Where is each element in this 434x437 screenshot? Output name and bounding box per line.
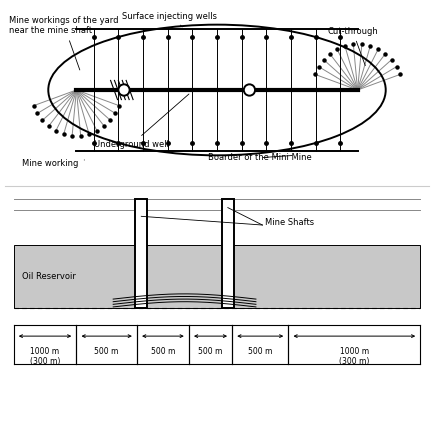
Text: Underground well: Underground well [94,94,189,149]
Bar [14,245,420,308]
Text: Boarder of the Mini Mine: Boarder of the Mini Mine [208,153,312,162]
Text: Surface injecting wells: Surface injecting wells [122,12,217,27]
Circle shape [244,84,255,96]
Text: Cut-through: Cut-through [327,27,378,66]
Text: 1000 m
(300 m): 1000 m (300 m) [339,347,369,366]
Text: 500 m: 500 m [198,347,223,356]
Text: 500 m: 500 m [151,347,175,356]
Text: Mine working: Mine working [22,159,85,168]
Text: Mine workings of the yard
near the mine shaft: Mine workings of the yard near the mine … [10,16,119,70]
Text: Mine Shafts: Mine Shafts [265,218,314,227]
Text: 500 m: 500 m [95,347,119,356]
Text: Oil Reservoir: Oil Reservoir [22,272,76,281]
Text: 500 m: 500 m [248,347,273,356]
Bar [135,199,148,308]
Text: 1000 m
(300 m): 1000 m (300 m) [30,347,60,366]
Bar [222,199,234,308]
Circle shape [118,84,130,96]
